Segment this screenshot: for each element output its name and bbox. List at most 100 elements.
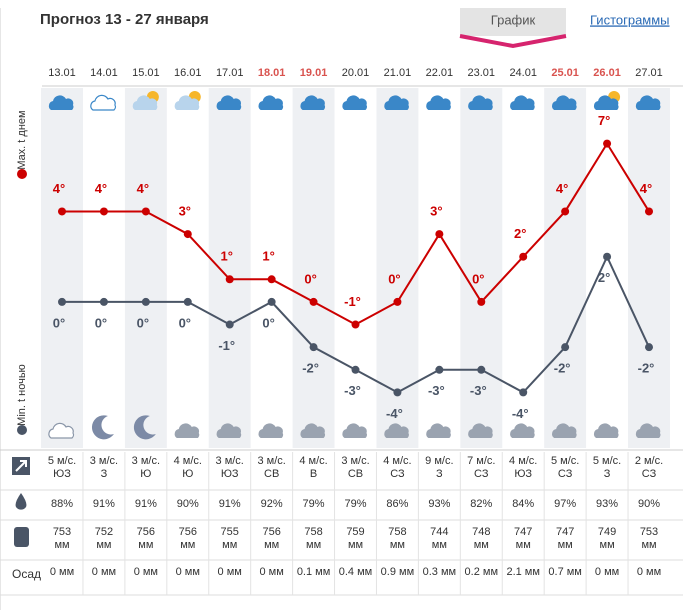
table-cell: 756 мм — [178, 526, 197, 551]
table-cell: 752 мм — [94, 526, 114, 551]
table-cell: 9 м/с. — [425, 455, 454, 467]
table-cell: 759 мм — [346, 526, 365, 551]
weather-icon — [593, 95, 619, 110]
column-band — [41, 88, 83, 448]
point — [393, 388, 402, 397]
weather-icon — [48, 95, 74, 110]
table-cell: 3 м/с. — [89, 455, 119, 467]
value-label: 7° — [598, 113, 610, 128]
weather-icon — [342, 95, 367, 110]
weather-icon — [426, 95, 451, 110]
table-cell: 93% — [596, 498, 619, 510]
point — [519, 252, 528, 261]
table-cell: 0 мм — [91, 566, 117, 578]
date-label: 17.01 — [216, 67, 244, 79]
wind-icon — [15, 460, 27, 472]
tab[interactable]: График — [491, 12, 536, 27]
weather-icon — [552, 423, 577, 438]
value-label: -3° — [470, 383, 487, 398]
weather-icon — [510, 95, 535, 110]
date-label: 24.01 — [509, 67, 537, 79]
table-cell: 5 м/с. — [47, 455, 77, 467]
table-cell: 91% — [218, 498, 241, 510]
point — [141, 207, 150, 216]
row-label: Осад — [12, 567, 41, 581]
table-cell: 5 м/с. — [550, 455, 580, 467]
table-cell: 0 мм — [594, 566, 620, 578]
weather-icon — [48, 422, 75, 439]
table-cell: 744 мм — [430, 526, 449, 551]
point — [561, 343, 570, 352]
weather-icon — [468, 423, 493, 438]
table-cell: З — [603, 468, 611, 480]
value-label: 2° — [598, 270, 610, 285]
weather-icon — [510, 423, 535, 438]
value-label: -4° — [386, 406, 403, 421]
date-label: 26.01 — [593, 67, 621, 79]
point — [183, 297, 192, 306]
legend-dot — [17, 425, 27, 435]
pressure-icon — [14, 527, 29, 547]
point — [99, 207, 108, 216]
weather-icon — [300, 423, 326, 438]
table-cell: 91% — [92, 498, 115, 510]
humidity-icon — [15, 493, 27, 510]
point — [267, 297, 276, 306]
value-label: -2° — [302, 361, 319, 376]
point — [351, 365, 360, 374]
weather-icon — [174, 95, 200, 110]
legend-label: Min. t ночью — [16, 364, 28, 426]
value-label: 0° — [262, 315, 274, 330]
weather-icon — [635, 95, 661, 110]
table-cell: ЮЗ — [514, 468, 533, 480]
value-label: 4° — [53, 181, 65, 196]
table-cell: 79% — [344, 498, 367, 510]
table-cell: 93% — [428, 498, 451, 510]
column-band — [544, 88, 587, 448]
table-cell: 0 мм — [175, 566, 200, 578]
point — [477, 365, 486, 374]
point — [99, 297, 108, 306]
weather-icon — [552, 95, 577, 110]
table-cell: СЗ — [390, 468, 405, 480]
value-label: -1° — [218, 338, 235, 353]
table-cell: 0 мм — [217, 566, 242, 578]
table-cell: 756 мм — [262, 526, 281, 551]
value-label: 2° — [514, 226, 526, 241]
table-cell: 758 мм — [388, 526, 407, 551]
tab-bg — [460, 8, 566, 36]
column-band — [292, 88, 335, 448]
point — [58, 207, 66, 216]
table-cell: 758 мм — [304, 526, 323, 551]
table-cell: 0.2 мм — [464, 566, 499, 578]
table-cell: 88% — [50, 498, 74, 510]
table-cell: ЮЗ — [220, 468, 239, 480]
table-cell: 90% — [637, 498, 661, 510]
table-cell: 84% — [512, 498, 535, 510]
weather-icon — [593, 423, 619, 438]
table-cell: 0 мм — [133, 566, 158, 578]
column-band — [208, 88, 251, 448]
column-band — [376, 88, 419, 448]
table-cell: 79% — [302, 498, 325, 510]
table-cell: 5 м/с. — [592, 455, 622, 467]
value-label: 3° — [179, 204, 191, 219]
value-label: -4° — [512, 406, 529, 421]
weather-icon — [258, 423, 284, 438]
table-cell: З — [100, 468, 108, 480]
weather-icon — [468, 95, 493, 110]
point — [225, 320, 234, 329]
weather-icon — [216, 423, 242, 438]
table-cell: 4 м/с. — [509, 455, 538, 467]
table-cell: 755 мм — [220, 526, 239, 551]
table-cell: 756 мм — [136, 526, 156, 551]
tab-link[interactable]: Гистограммы — [590, 12, 670, 27]
value-label: -3° — [428, 383, 445, 398]
table-cell: 82% — [470, 498, 493, 510]
weather-icon — [91, 415, 114, 440]
value-label: 0° — [53, 315, 65, 330]
value-label: 0° — [137, 315, 149, 330]
point — [351, 320, 360, 329]
legend-label: Max. t днем — [16, 110, 28, 169]
date-label: 23.01 — [468, 67, 496, 79]
